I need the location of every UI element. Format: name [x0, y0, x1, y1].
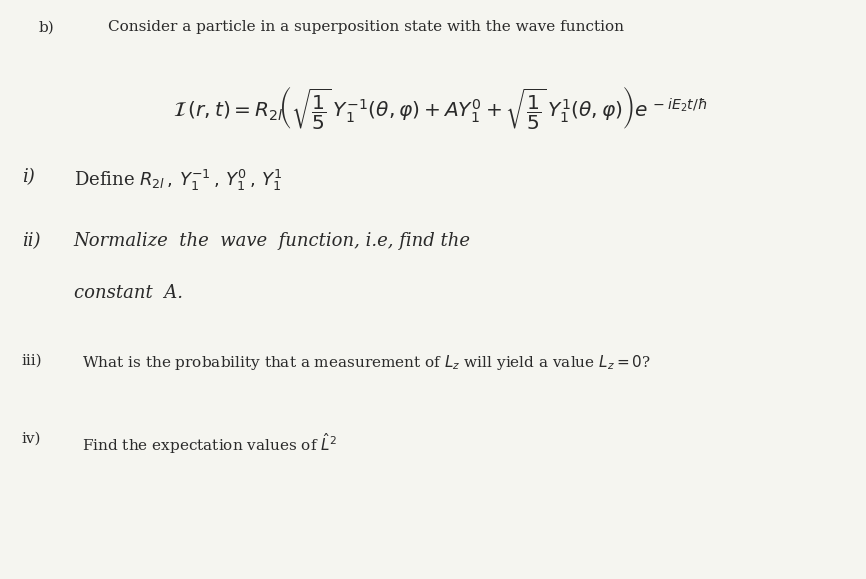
- Text: b): b): [39, 20, 55, 34]
- Text: Find the expectation values of $\hat{L}^2$: Find the expectation values of $\hat{L}^…: [82, 431, 337, 456]
- Text: Consider a particle in a superposition state with the wave function: Consider a particle in a superposition s…: [108, 20, 624, 34]
- Text: What is the probability that a measurement of $L_z$ will yield a value $L_z = 0$: What is the probability that a measureme…: [82, 353, 651, 372]
- Text: $\mathcal{I}\,(r,t) = R_{2l}\!\left(\sqrt{\dfrac{1}{5}}\,Y_1^{-1}(\theta,\varphi: $\mathcal{I}\,(r,t) = R_{2l}\!\left(\sqr…: [173, 84, 708, 131]
- Text: ii): ii): [22, 232, 40, 250]
- Text: constant  A.: constant A.: [74, 284, 183, 302]
- Text: i): i): [22, 168, 35, 186]
- Text: Normalize  the  wave  function, i.e, find the: Normalize the wave function, i.e, find t…: [74, 232, 470, 250]
- Text: Define $R_{2l}\,,\,Y_1^{-1}\,,\,Y_1^{0}\,,\,Y_1^{1}$: Define $R_{2l}\,,\,Y_1^{-1}\,,\,Y_1^{0}\…: [74, 168, 282, 193]
- Text: iv): iv): [22, 431, 42, 445]
- Text: iii): iii): [22, 353, 42, 367]
